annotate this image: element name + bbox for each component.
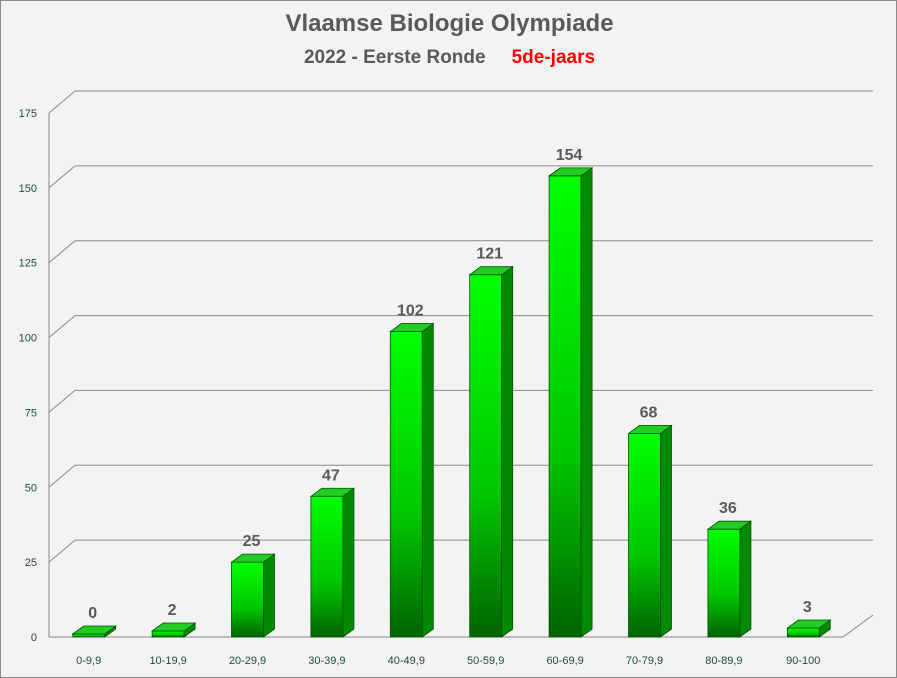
gridline-diag: [48, 90, 76, 114]
y-tick-label: 75: [25, 407, 37, 419]
bar-top: [150, 622, 197, 632]
chart-title: Vlaamse Biologie Olympiade: [285, 10, 614, 37]
bar-side: [342, 487, 355, 638]
x-tick-label: 90-100: [786, 655, 820, 667]
bar: [310, 495, 344, 638]
bar-top: [309, 487, 356, 497]
floor-edge: [842, 614, 874, 638]
gridline-diag: [48, 240, 76, 264]
bar: [786, 627, 820, 638]
bar-top: [468, 266, 514, 276]
x-tick-label: 70-79,9: [626, 655, 663, 667]
data-label: 154: [556, 147, 583, 164]
x-tick-label: 60-69,9: [546, 655, 583, 667]
y-tick-label: 25: [25, 557, 37, 569]
bar-top: [627, 424, 673, 434]
bar-top: [547, 167, 594, 177]
data-label: 36: [719, 500, 737, 517]
y-tick-label: 50: [25, 482, 37, 494]
data-label: 3: [803, 599, 812, 616]
subtitle-text: 2022 - Eerste Ronde: [303, 47, 486, 68]
grid: [48, 90, 873, 563]
gridline-diag: [48, 165, 76, 189]
subtitle-highlight: 5de-jaars: [511, 47, 596, 68]
bar-side: [263, 553, 275, 638]
y-tick-label: 100: [19, 333, 37, 345]
bars: [71, 167, 832, 638]
bar-side: [501, 265, 514, 638]
y-tick-label: 125: [19, 258, 37, 270]
data-label: 68: [640, 404, 658, 421]
bar: [72, 633, 106, 638]
bar-top: [71, 625, 117, 635]
gridline-diag: [48, 315, 76, 338]
bar-top: [706, 520, 753, 530]
bar: [628, 432, 661, 638]
data-label: 47: [322, 467, 340, 484]
bar: [548, 175, 582, 638]
x-tick-label: 80-89,9: [705, 655, 742, 667]
gridline-diag: [48, 390, 76, 413]
data-label: 121: [476, 246, 503, 263]
x-tick-label: 50-59,9: [467, 655, 504, 667]
x-tick-label: 10-19,9: [149, 655, 186, 667]
bar-side: [421, 322, 434, 638]
gridline-diag: [48, 464, 76, 488]
data-label: 2: [168, 602, 177, 619]
gridline-diag: [48, 539, 76, 563]
bar: [231, 561, 264, 638]
chart-subtitle: 2022 - Eerste Ronde 5de-jaars: [1, 47, 896, 69]
x-tick-label: 40-49,9: [388, 655, 425, 667]
x-tick-label: 0-9,9: [76, 655, 101, 667]
bar: [151, 630, 185, 638]
bar-side: [580, 167, 593, 638]
bar: [469, 274, 503, 638]
bar-side: [739, 520, 752, 638]
data-label: 102: [397, 303, 424, 320]
bar-top: [389, 323, 435, 332]
bar-side: [660, 424, 672, 638]
data-label: 0: [88, 605, 97, 622]
bar: [389, 331, 423, 638]
labels: 0 25 50 75 100 125 150 175 0 0-9,9 2 10-19,9 25 20-29…: [19, 108, 821, 667]
data-label: 25: [243, 533, 261, 550]
bar-top: [786, 619, 832, 629]
bar: [707, 528, 741, 638]
y-tick-label: 0: [31, 632, 37, 644]
x-tick-label: 20-29,9: [229, 655, 266, 667]
y-tick-label: 150: [19, 183, 37, 195]
bar-top: [230, 553, 276, 563]
y-tick-label: 175: [19, 108, 37, 120]
x-tick-label: 30-39,9: [308, 655, 345, 667]
